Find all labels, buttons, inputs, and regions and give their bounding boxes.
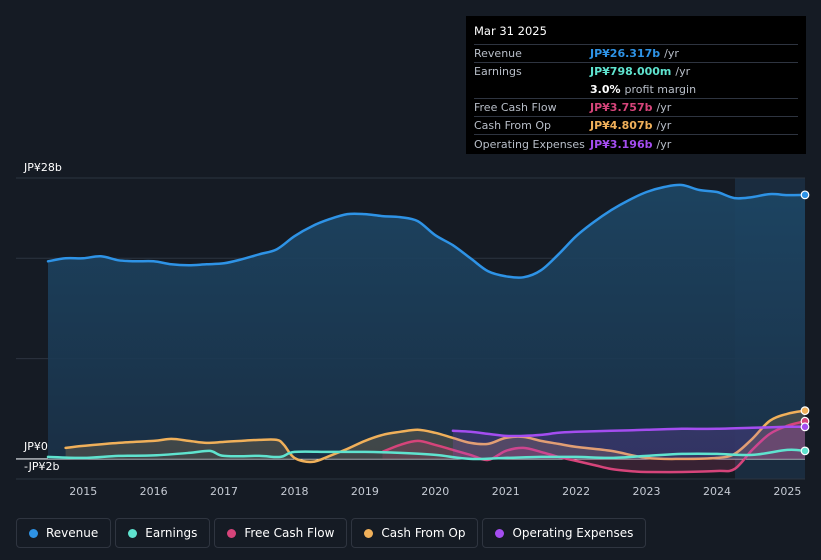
tooltip-row: 3.0% profit margin [474, 81, 798, 98]
tooltip-row-label: Free Cash Flow [474, 101, 557, 115]
legend: Revenue Earnings Free Cash Flow Cash From O… [16, 518, 647, 548]
legend-dot-icon [227, 528, 237, 538]
y-zero-label: JP¥0 [23, 440, 48, 453]
x-tick-label: 2020 [421, 485, 449, 498]
x-tick-label: 2021 [492, 485, 520, 498]
x-tick-label: 2018 [280, 485, 308, 498]
y-bottom-label: -JP¥2b [24, 460, 59, 473]
x-tick-label: 2023 [633, 485, 661, 498]
legend-dot-icon [495, 528, 505, 538]
tooltip-row-value: JP¥3.757b [590, 101, 653, 115]
x-tick-label: 2019 [351, 485, 379, 498]
tooltip-row-value: JP¥26.317b [590, 47, 661, 61]
series-area-revenue [48, 184, 805, 459]
tooltip-row-unit: /yr [656, 137, 672, 151]
tooltip-row-value: JP¥3.196b [590, 137, 653, 151]
legend-dot-icon [29, 528, 38, 538]
endpoint-operating-expenses [800, 422, 810, 432]
x-tick-label: 2016 [140, 485, 168, 498]
legend-item-free-cash-flow[interactable]: Free Cash Flow [214, 518, 348, 548]
legend-dot-icon [128, 528, 138, 538]
endpoint-cash-from-op [800, 406, 810, 416]
tooltip-row-label: Operating Expenses [474, 137, 585, 151]
tooltip-row-unit: profit margin [624, 82, 697, 96]
tooltip-row-label: Revenue [474, 47, 522, 61]
legend-item-operating-expenses[interactable]: Operating Expenses [482, 518, 647, 548]
tooltip-row: Cash From Op JP¥4.807b/yr [474, 116, 798, 134]
endpoint-revenue [800, 190, 810, 200]
series-line-revenue [46, 183, 807, 279]
tooltip-row-label: Earnings [474, 65, 522, 79]
x-tick-label: 2022 [562, 485, 590, 498]
legend-label: Cash From Op [381, 526, 466, 540]
legend-dot-icon [364, 528, 374, 538]
tooltip-row-value: JP¥798.000m [590, 65, 672, 79]
series-line-cash-from-op [64, 409, 807, 464]
tooltip-row: Earnings JP¥798.000m/yr [474, 62, 798, 80]
series-area-operating-expenses [452, 426, 805, 459]
tooltip-row-value: JP¥4.807b [590, 119, 653, 133]
tooltip-row: Revenue JP¥26.317b/yr [474, 44, 798, 62]
series-area-cash-from-op [65, 410, 806, 462]
tooltip-row-unit: /yr [656, 101, 672, 115]
x-tick-label: 2024 [703, 485, 731, 498]
series-line-operating-expenses [451, 425, 807, 438]
x-tick-label: 2015 [69, 485, 97, 498]
tooltip-row-value: 3.0% [590, 82, 621, 96]
legend-label: Free Cash Flow [244, 526, 335, 540]
chart-area: JP¥28b JP¥0 -JP¥2b 2015 2016 2017 2018 2019 2… [16, 161, 810, 498]
legend-item-earnings[interactable]: Earnings [115, 518, 211, 548]
tooltip-row-label: Cash From Op [474, 119, 552, 133]
x-tick-label: 2017 [210, 485, 238, 498]
tooltip-row-unit: /yr [675, 65, 691, 79]
tooltip-row: Free Cash Flow JP¥3.757b/yr [474, 97, 798, 116]
y-top-label: JP¥28b [23, 161, 62, 174]
legend-item-revenue[interactable]: Revenue [16, 518, 112, 548]
tooltip-date: Mar 31 2025 [474, 24, 547, 38]
endpoint-earnings [800, 446, 810, 456]
series-line-free-cash-flow [381, 419, 807, 474]
x-tick-label: 2025 [773, 485, 801, 498]
tooltip: Mar 31 2025 Revenue JP¥26.317b/yr Earnings… [466, 16, 806, 154]
legend-item-cash-from-op[interactable]: Cash From Op [351, 518, 479, 548]
tooltip-row: Operating Expenses JP¥3.196b/yr [474, 134, 798, 152]
legend-label: Operating Expenses [512, 526, 634, 540]
legend-label: Earnings [145, 526, 198, 540]
legend-label: Revenue [46, 526, 99, 540]
series-line-earnings [46, 448, 807, 461]
tooltip-row-unit: /yr [664, 47, 679, 61]
tooltip-row-unit: /yr [656, 119, 672, 133]
